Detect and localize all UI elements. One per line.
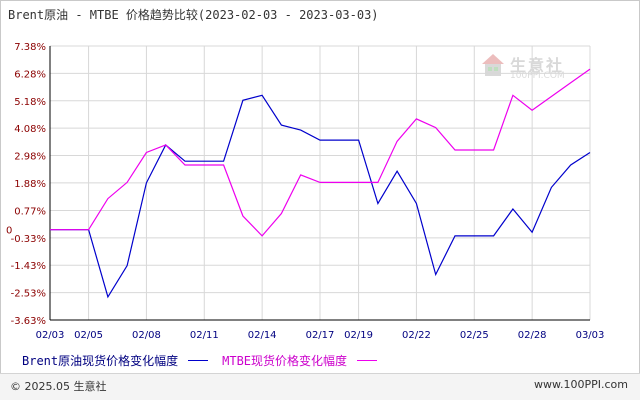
x-tick-label: 02/17: [306, 330, 335, 341]
x-tick-label: 02/14: [248, 330, 277, 341]
watermark-name: 生意社: [510, 56, 565, 75]
copyright-text: © 2025.05 生意社: [10, 380, 107, 393]
x-tick-label: 02/05: [74, 330, 103, 341]
legend-swatch-mtbe: [357, 360, 378, 361]
x-tick-label: 02/28: [518, 330, 547, 341]
zero-label: 0: [6, 226, 12, 237]
y-tick-label: 6.28%: [14, 69, 46, 80]
x-tick-label: 03/03: [576, 330, 605, 341]
chart-title: Brent原油 - MTBE 价格趋势比较(2023-02-03 - 2023-…: [8, 8, 379, 22]
x-tick-label: 02/08: [132, 330, 161, 341]
plot-area: 7.38% 6.28% 5.18% 4.08% 2.98% 1.88% 0.77% -0.33…: [6, 42, 605, 341]
footer: © 2025.05 生意社 www.100PPI.com: [0, 374, 640, 400]
y-tick-label: 0.77%: [14, 206, 46, 217]
x-tick-label: 02/22: [402, 330, 431, 341]
x-tick-label: 02/03: [36, 330, 65, 341]
x-tick-label: 02/19: [344, 330, 373, 341]
legend-swatch-brent: [188, 360, 209, 361]
series-line-brent: [50, 94, 591, 299]
y-tick-label: 2.98%: [14, 152, 46, 163]
y-tick-label: 7.38%: [14, 42, 46, 53]
legend-label-brent: Brent原油现货价格变化幅度: [22, 354, 179, 368]
x-tick-label: 02/25: [460, 330, 489, 341]
y-tick-label: 5.18%: [14, 97, 46, 108]
y-tick-label: -0.33%: [11, 234, 46, 245]
watermark-url: 100PPI.COM: [510, 71, 565, 81]
y-tick-label: -1.43%: [11, 261, 46, 272]
series-line-mtbe: [50, 68, 591, 237]
y-tick-label: 4.08%: [14, 124, 46, 135]
y-tick-label: 1.88%: [14, 179, 46, 190]
x-tick-label: 02/11: [190, 330, 219, 341]
legend-label-mtbe: MTBE现货价格变化幅度: [222, 354, 348, 368]
site-url: www.100PPI.com: [534, 378, 628, 391]
legend: Brent原油现货价格变化幅度 MTBE现货价格变化幅度: [22, 352, 391, 369]
y-tick-label: -2.53%: [11, 289, 46, 300]
footer-divider: [0, 373, 640, 374]
y-tick-label: -3.63%: [11, 316, 46, 327]
